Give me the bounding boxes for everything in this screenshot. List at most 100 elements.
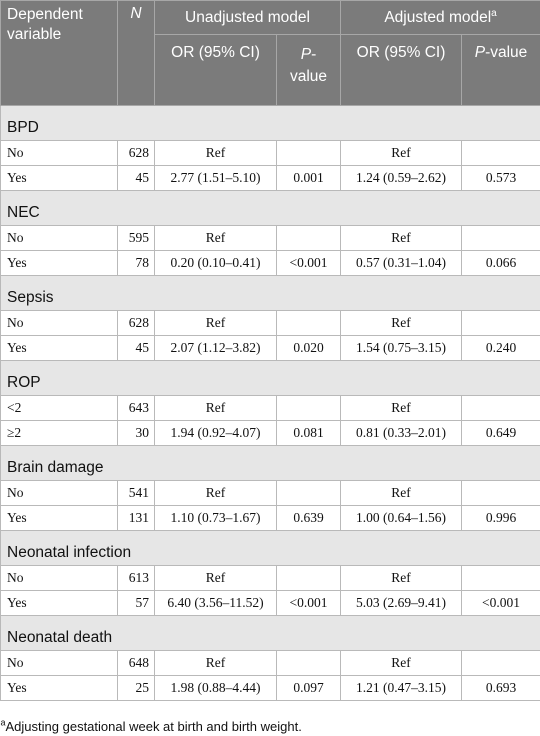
adjusted-or-cell: Ref <box>341 396 462 421</box>
unadjusted-or-cell: 6.40 (3.56–11.52) <box>155 591 277 616</box>
adjusted-or-cell: 0.57 (0.31–1.04) <box>341 251 462 276</box>
unadjusted-p-cell: 0.020 <box>277 336 341 361</box>
category-cell: Yes <box>1 506 118 531</box>
category-cell: No <box>1 141 118 166</box>
adjusted-p-cell <box>462 311 540 336</box>
adjusted-p-cell <box>462 226 540 251</box>
unadjusted-p-cell <box>277 396 341 421</box>
unadjusted-p-cell <box>277 226 341 251</box>
footnote: aAdjusting gestational week at birth and… <box>1 701 540 736</box>
unadjusted-or-ci-header: OR (95% CI) <box>155 35 277 106</box>
adjusted-p-cell <box>462 566 540 591</box>
adjusted-or-ci-header: OR (95% CI) <box>341 35 462 106</box>
unadjusted-or-cell: Ref <box>155 311 277 336</box>
adjusted-or-cell: Ref <box>341 311 462 336</box>
unadjusted-p-cell: 0.639 <box>277 506 341 531</box>
unadjusted-or-cell: Ref <box>155 566 277 591</box>
adjusted-or-cell: Ref <box>341 651 462 676</box>
unadjusted-p-cell: 0.081 <box>277 421 341 446</box>
adjusted-or-cell: 1.00 (0.64–1.56) <box>341 506 462 531</box>
adjusted-or-cell: 0.81 (0.33–2.01) <box>341 421 462 446</box>
section-row: Sepsis <box>1 276 540 311</box>
category-cell: <2 <box>1 396 118 421</box>
n-cell: 30 <box>118 421 155 446</box>
section-title: Neonatal infection <box>1 531 540 566</box>
adjusted-or-cell: 5.03 (2.69–9.41) <box>341 591 462 616</box>
adjusted-p-cell <box>462 481 540 506</box>
category-cell: Yes <box>1 336 118 361</box>
unadjusted-model-header: Unadjusted model <box>155 1 341 35</box>
category-cell: No <box>1 651 118 676</box>
unadjusted-p-cell <box>277 566 341 591</box>
n-header: N <box>118 1 155 106</box>
adjusted-or-cell: Ref <box>341 481 462 506</box>
adjusted-or-cell: Ref <box>341 226 462 251</box>
section-title: Neonatal death <box>1 616 540 651</box>
section-row: ROP <box>1 361 540 396</box>
n-cell: 613 <box>118 566 155 591</box>
unadjusted-p-cell <box>277 311 341 336</box>
category-cell: No <box>1 226 118 251</box>
adjusted-or-cell: 1.24 (0.59–2.62) <box>341 166 462 191</box>
unadjusted-or-cell: Ref <box>155 481 277 506</box>
adjusted-p-cell <box>462 396 540 421</box>
n-cell: 628 <box>118 311 155 336</box>
unadjusted-or-cell: 1.10 (0.73–1.67) <box>155 506 277 531</box>
adjusted-p-cell <box>462 651 540 676</box>
unadjusted-or-cell: Ref <box>155 141 277 166</box>
category-cell: No <box>1 311 118 336</box>
footnote-row: aAdjusting gestational week at birth and… <box>1 701 540 736</box>
n-cell: 643 <box>118 396 155 421</box>
unadjusted-or-cell: 2.07 (1.12–3.82) <box>155 336 277 361</box>
adjusted-p-cell: <0.001 <box>462 591 540 616</box>
adjusted-p-cell <box>462 141 540 166</box>
category-cell: No <box>1 566 118 591</box>
category-cell: No <box>1 481 118 506</box>
category-cell: ≥2 <box>1 421 118 446</box>
unadjusted-p-cell <box>277 141 341 166</box>
n-cell: 628 <box>118 141 155 166</box>
n-cell: 541 <box>118 481 155 506</box>
section-row: BPD <box>1 106 540 141</box>
section-title: BPD <box>1 106 540 141</box>
section-title: Sepsis <box>1 276 540 311</box>
adjusted-p-cell: 0.693 <box>462 676 540 701</box>
unadjusted-or-cell: Ref <box>155 651 277 676</box>
section-title: Brain damage <box>1 446 540 481</box>
adjusted-p-value-header: P-value <box>462 35 540 106</box>
n-cell: 648 <box>118 651 155 676</box>
n-cell: 25 <box>118 676 155 701</box>
adjusted-p-cell: 0.649 <box>462 421 540 446</box>
section-title: NEC <box>1 191 540 226</box>
adjusted-model-header: Adjusted modela <box>341 1 540 35</box>
n-cell: 595 <box>118 226 155 251</box>
unadjusted-p-cell <box>277 481 341 506</box>
n-cell: 57 <box>118 591 155 616</box>
adjusted-or-cell: 1.21 (0.47–3.15) <box>341 676 462 701</box>
section-title: ROP <box>1 361 540 396</box>
adjusted-p-cell: 0.240 <box>462 336 540 361</box>
unadjusted-p-cell: <0.001 <box>277 591 341 616</box>
unadjusted-or-cell: Ref <box>155 396 277 421</box>
n-cell: 45 <box>118 336 155 361</box>
category-cell: Yes <box>1 251 118 276</box>
unadjusted-p-cell: 0.001 <box>277 166 341 191</box>
adjusted-p-cell: 0.066 <box>462 251 540 276</box>
unadjusted-p-cell: <0.001 <box>277 251 341 276</box>
